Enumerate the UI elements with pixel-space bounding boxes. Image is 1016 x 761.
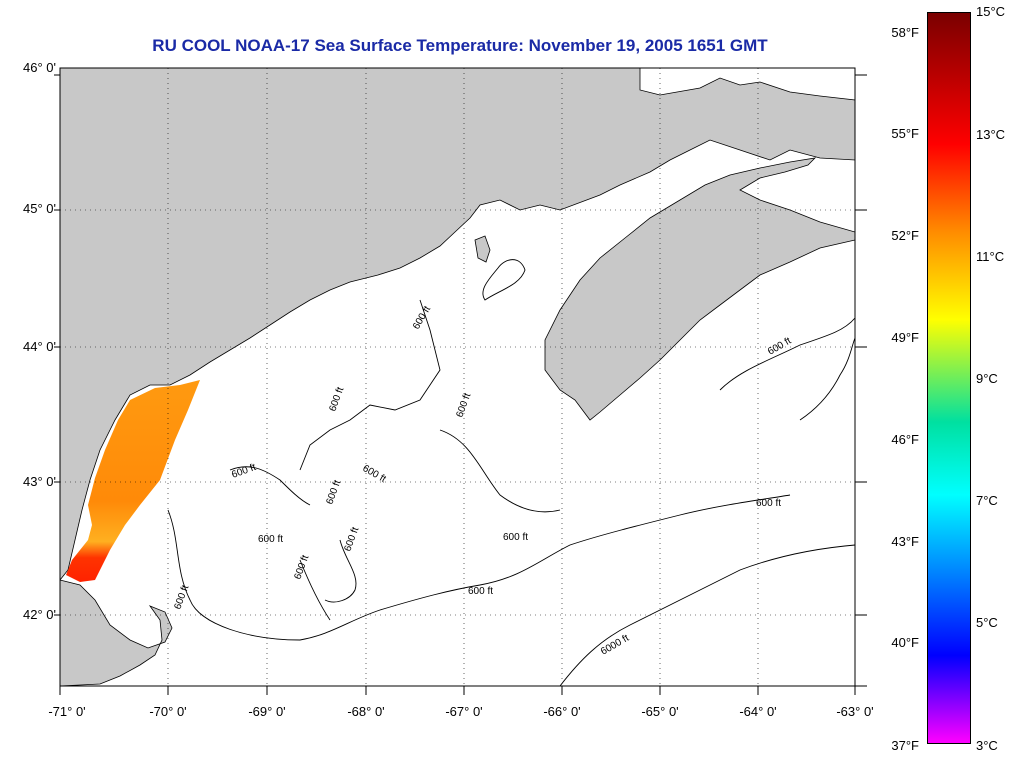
lat-label: 44° 0' <box>23 339 56 354</box>
lat-label: 45° 0' <box>23 201 56 216</box>
colorbar-c-label: 3°C <box>976 738 998 753</box>
lon-label: -64° 0' <box>739 704 777 719</box>
colorbar-c-label: 15°C <box>976 4 1006 19</box>
colorbar-f-label: 55°F <box>891 126 919 141</box>
map-title: RU COOL NOAA-17 Sea Surface Temperature:… <box>152 36 768 55</box>
colorbar-c-label: 11°C <box>976 249 1005 264</box>
land-cape-cod <box>59 579 173 687</box>
lat-label: 42° 0' <box>23 607 56 622</box>
land-nova-scotia <box>544 157 856 421</box>
contour-label: 600 ft <box>503 532 528 543</box>
colorbar-c-label: 7°C <box>976 493 998 508</box>
colorbar-f-label: 49°F <box>891 330 919 345</box>
lon-label: -65° 0' <box>641 704 679 719</box>
colorbar-c-label: 9°C <box>976 371 998 386</box>
lon-label: -69° 0' <box>248 704 286 719</box>
land-maine-newbrunswick <box>59 67 856 582</box>
colorbar-f-label: 46°F <box>891 432 919 447</box>
colorbar-f-label: 37°F <box>891 738 919 753</box>
lat-label: 43° 0' <box>23 474 56 489</box>
colorbar-f-label: 52°F <box>891 228 919 243</box>
map-frame <box>59 67 856 687</box>
frame-ticks <box>54 74 867 695</box>
land-island <box>474 235 491 263</box>
lat-label: 46° 0' <box>23 60 56 75</box>
contour-label: 600 ft <box>258 534 283 545</box>
contour-label: 600 ft <box>468 586 493 597</box>
colorbar-f-label: 58°F <box>891 25 919 40</box>
lon-label: -68° 0' <box>347 704 385 719</box>
colorbar-c-label: 5°C <box>976 615 998 630</box>
lon-label: -70° 0' <box>149 704 187 719</box>
bathymetry-contours <box>167 259 856 687</box>
colorbar-f-label: 40°F <box>891 635 919 650</box>
contour-label: 600 ft <box>756 498 781 509</box>
graticule <box>60 68 855 686</box>
sst-swath <box>66 380 200 582</box>
lon-label: -71° 0' <box>48 704 86 719</box>
colorbar-f-label: 43°F <box>891 534 919 549</box>
lon-label: -63° 0' <box>836 704 874 719</box>
lon-label: -67° 0' <box>445 704 483 719</box>
lon-label: -66° 0' <box>543 704 581 719</box>
temperature-colorbar <box>927 12 971 744</box>
colorbar-c-label: 13°C <box>976 127 1006 142</box>
